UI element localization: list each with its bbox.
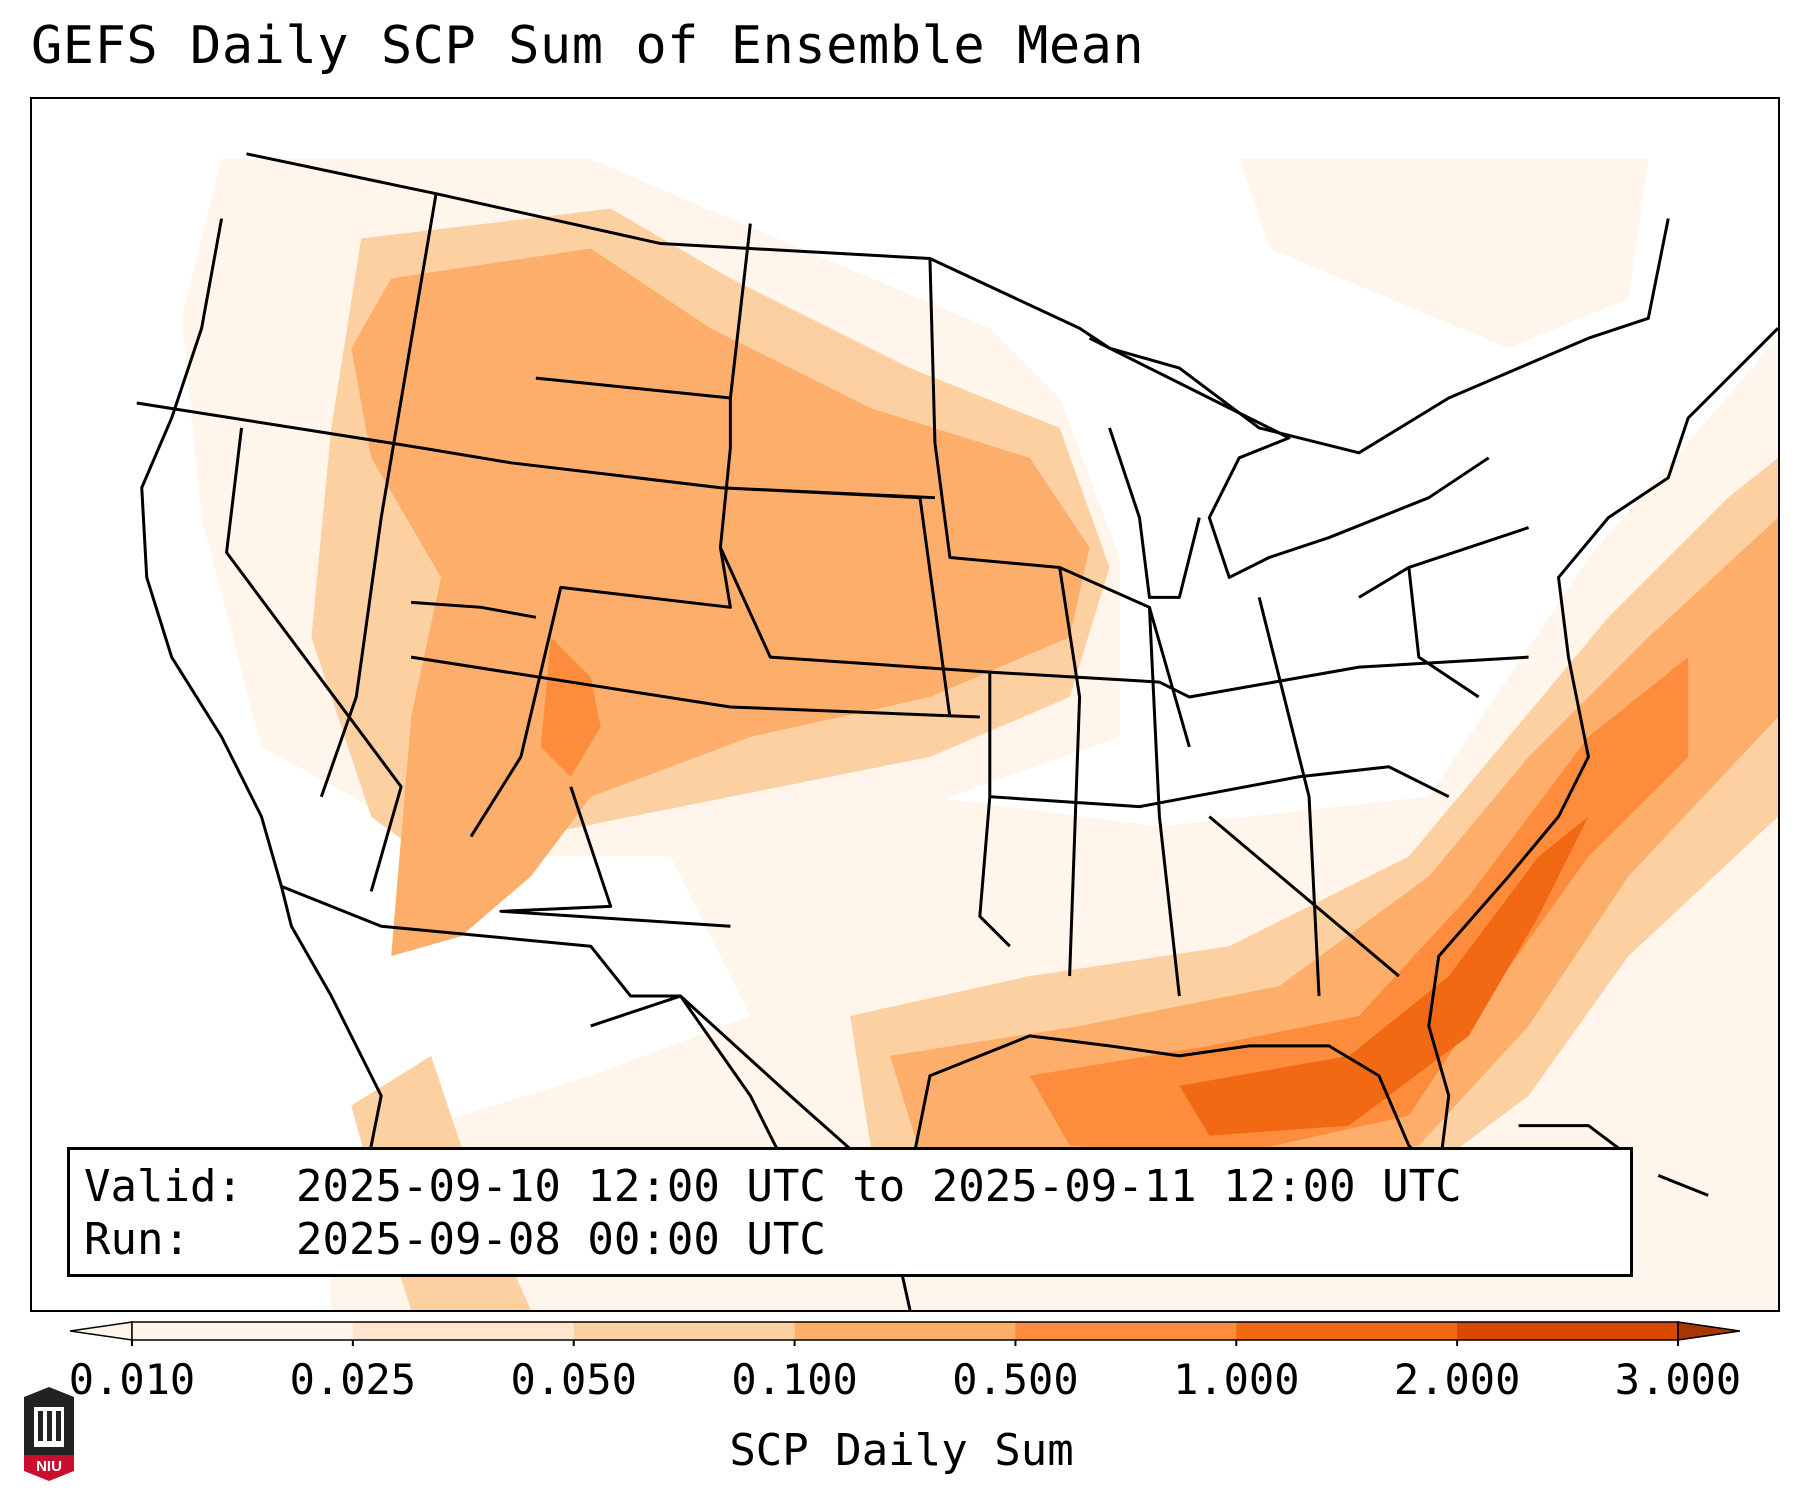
colorbar-segment <box>573 1322 796 1340</box>
colorbar-segment <box>352 1322 575 1340</box>
colorbar-tick-label: 2.000 <box>1393 1355 1521 1404</box>
run-row: Run: 2025-09-08 00:00 UTC <box>84 1213 1630 1266</box>
caribbean-islands <box>1518 1124 1709 1197</box>
colorbar-title: SCP Daily Sum <box>729 1425 1074 1476</box>
run-value: 2025-09-08 00:00 UTC <box>296 1214 826 1265</box>
colorbar-tick-label: 0.010 <box>68 1355 196 1404</box>
map-panel <box>30 97 1780 1312</box>
colorbar-extend-low <box>70 1321 133 1341</box>
run-label: Run: <box>84 1214 190 1265</box>
colorbar-tick-label: 0.050 <box>510 1355 637 1404</box>
colorbar-tick-label: 0.500 <box>952 1355 1079 1404</box>
scp-area-gulf-orange <box>890 517 1778 1196</box>
colorbar-segment <box>132 1322 354 1340</box>
valid-value: 2025-09-10 12:00 UTC to 2025-09-11 12:00… <box>296 1161 1462 1212</box>
scp-area-gulf-red-orange <box>1179 816 1589 1136</box>
colorbar-segment <box>794 1322 1016 1340</box>
colorbar-tick-labels: 0.010 0.025 0.050 0.100 0.500 1.000 2.000 3.000 <box>0 1355 1803 1415</box>
colorbar-segment <box>1015 1322 1237 1340</box>
colorbar-tick-label: 3.000 <box>1614 1355 1742 1404</box>
valid-label: Valid: <box>84 1161 243 1212</box>
pacific-coastline <box>140 218 383 1196</box>
colorbar-tick-label: 0.025 <box>289 1355 417 1404</box>
niu-logo-text: NIU <box>36 1458 62 1475</box>
scp-area-colorado-orange <box>540 637 601 777</box>
state-lines-central <box>933 442 1530 997</box>
scp-area-canada-east-light <box>1239 158 1649 349</box>
us-canada-border <box>246 152 1670 455</box>
mexico-border <box>280 885 792 1177</box>
colorbar-tick-label: 0.100 <box>731 1355 858 1404</box>
scp-shading-layer <box>181 158 1778 1310</box>
map-canvas <box>136 152 1778 1310</box>
colorbar-tick-label: 1.000 <box>1173 1355 1300 1404</box>
scp-area-rockies-orange <box>351 248 1090 957</box>
colorbar-outline <box>131 1321 1679 1341</box>
colorbar-segment <box>1236 1322 1458 1340</box>
state-lines-west <box>136 193 1011 948</box>
niu-logo: NIU <box>24 1387 74 1481</box>
run-info-box: Valid: 2025-09-10 12:00 UTC to 2025-09-11… <box>67 1147 1633 1277</box>
map-title: GEFS Daily SCP Sum of Ensemble Mean <box>31 16 1145 76</box>
colorbar-extend-high <box>1677 1321 1740 1341</box>
great-lakes-outline <box>1088 336 1490 599</box>
colorbar-segment <box>1457 1322 1679 1340</box>
colorbar <box>70 1321 1740 1346</box>
valid-row: Valid: 2025-09-10 12:00 UTC to 2025-09-11… <box>84 1160 1630 1213</box>
